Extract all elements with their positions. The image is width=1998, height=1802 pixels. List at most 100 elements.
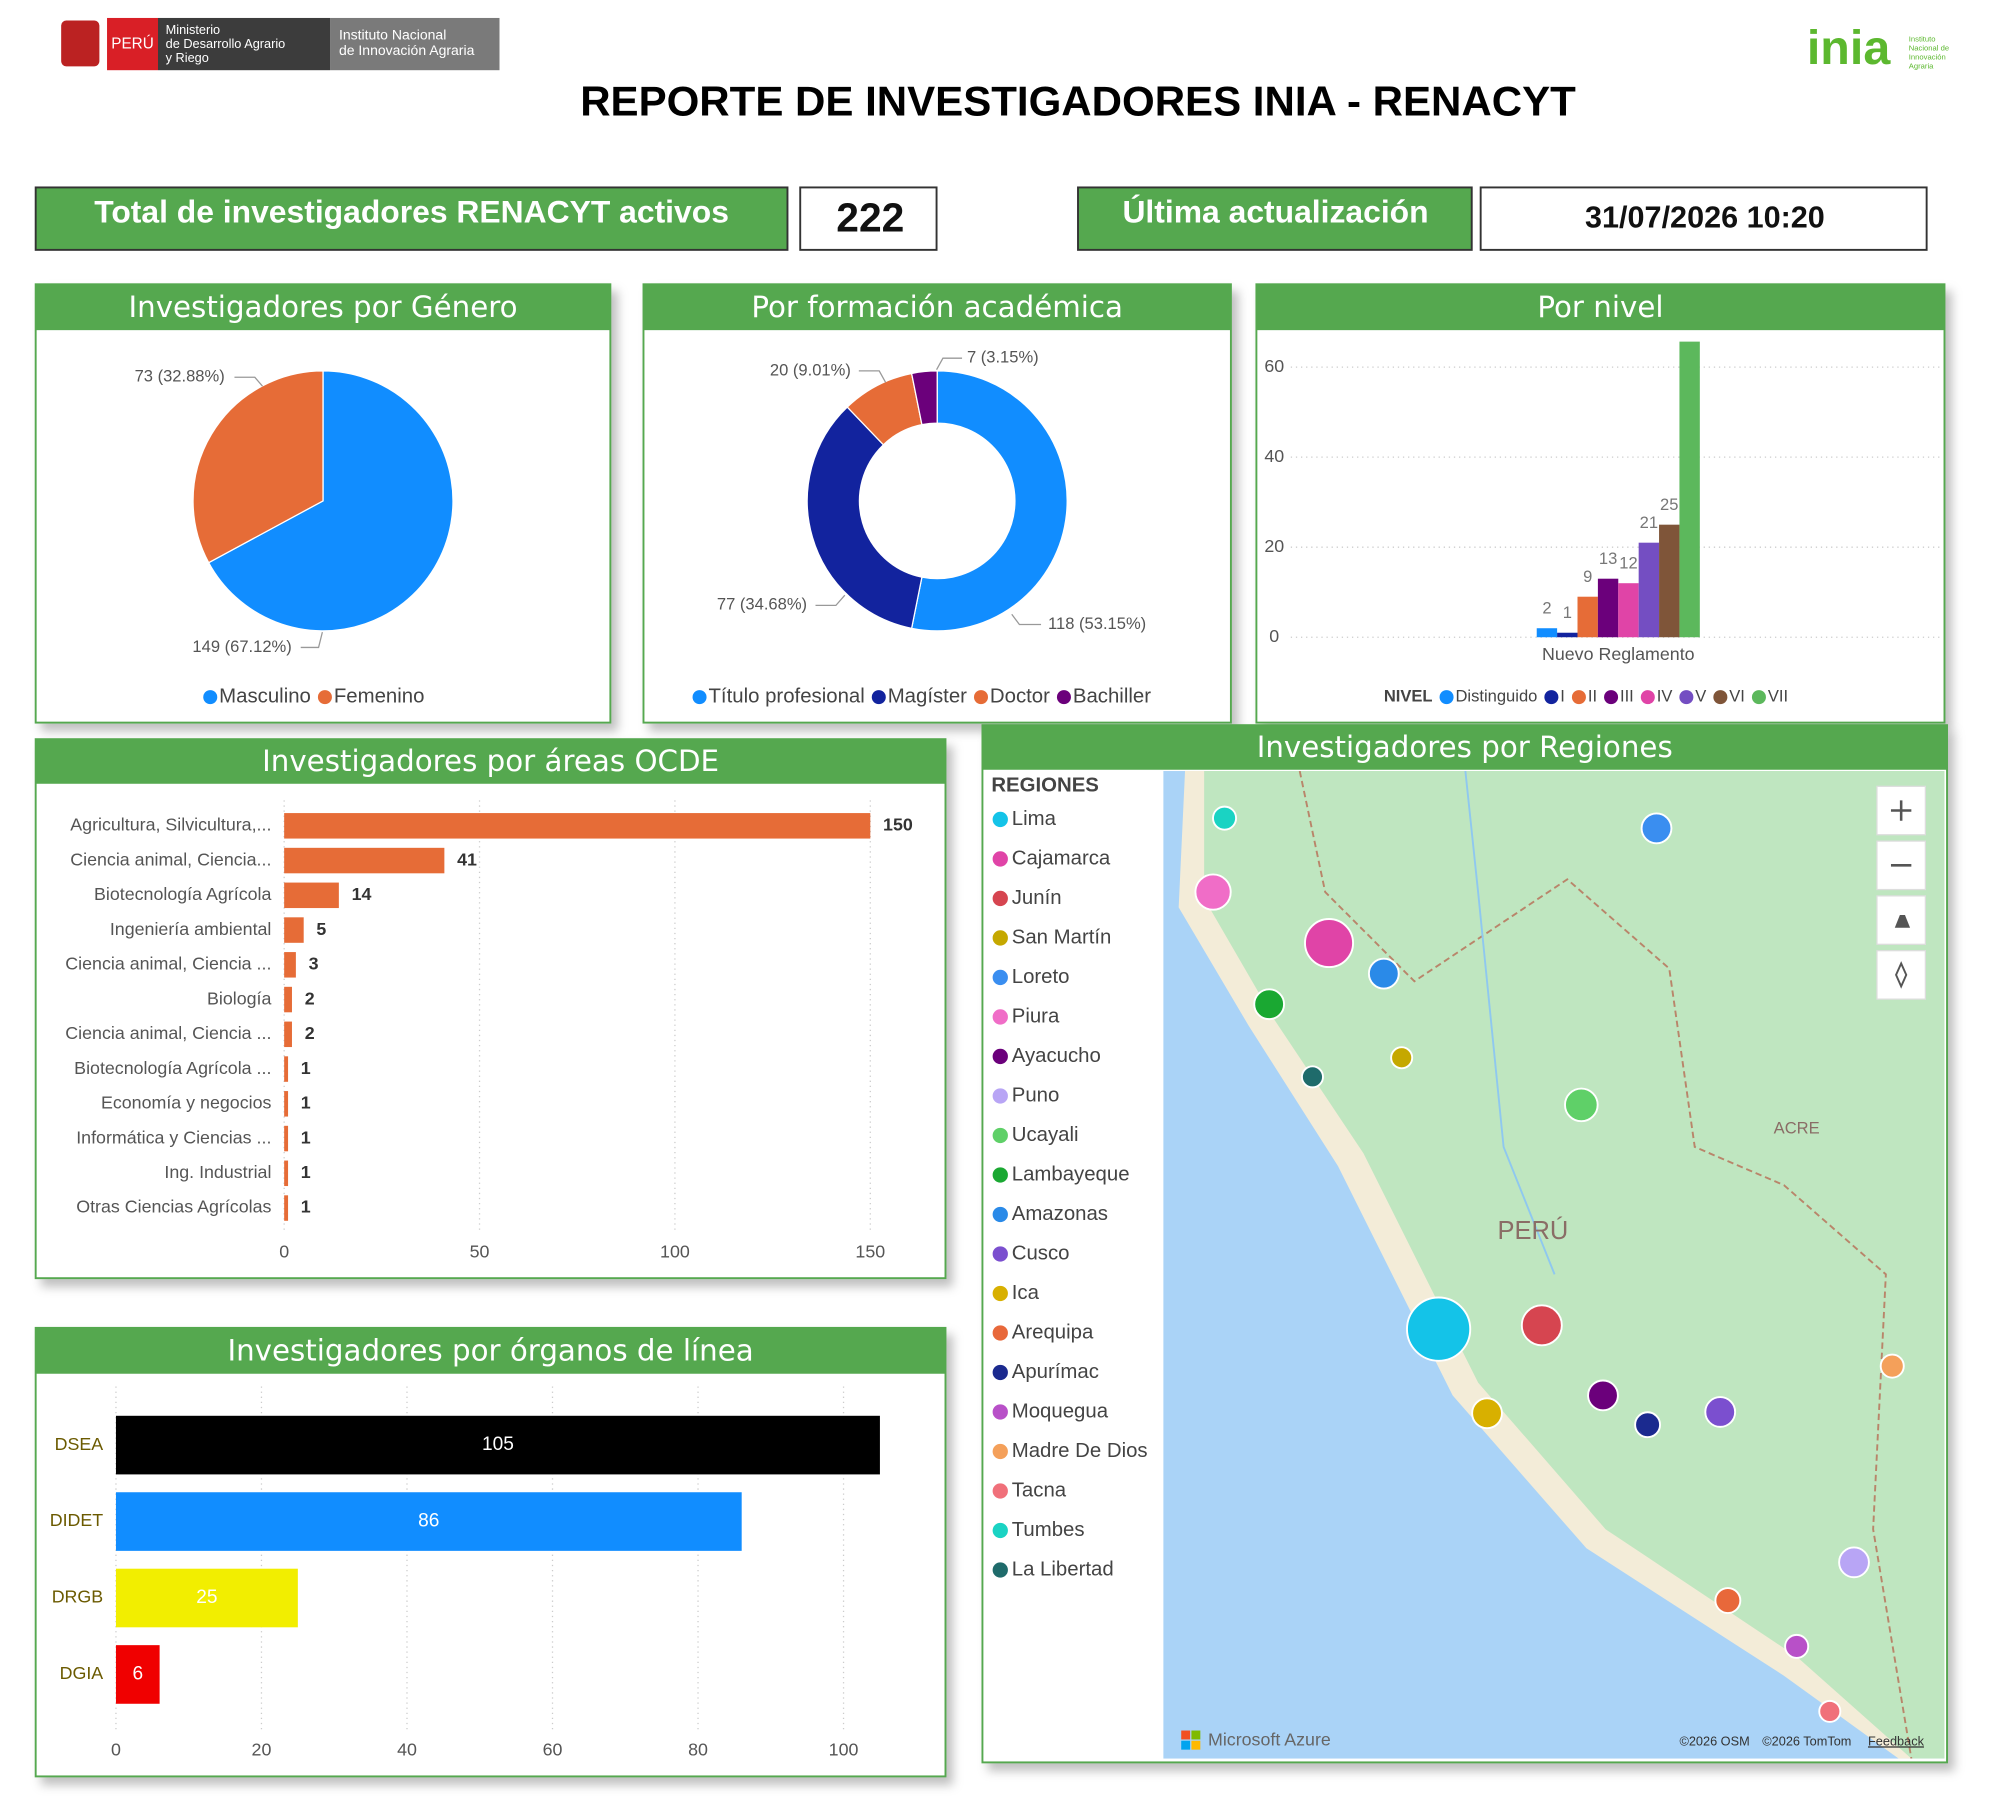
attribution: ©2026 TomTom <box>1762 1733 1851 1748</box>
y-tick-label: DRGB <box>52 1587 104 1607</box>
legend-label: Arequipa <box>1012 1321 1094 1343</box>
panel-header <box>1256 284 1945 331</box>
slice <box>910 370 938 426</box>
y-tick-label: DGIA <box>60 1663 104 1683</box>
legend-swatch <box>973 690 988 705</box>
legend-swatch <box>1571 690 1586 705</box>
y-tick-label: Biotecnología Agrícola <box>94 884 271 904</box>
bar <box>115 1492 742 1551</box>
bar <box>1659 524 1680 638</box>
feedback-link[interactable]: Feedback <box>1868 1733 1925 1748</box>
region-bubble <box>1304 918 1355 969</box>
data-label: 2 <box>1542 598 1551 617</box>
bar <box>1577 596 1598 638</box>
legend-label: Cusco <box>1012 1242 1070 1264</box>
region-bubble <box>1640 812 1673 845</box>
data-label: 25 <box>196 1587 217 1608</box>
legend-swatch <box>992 1443 1008 1460</box>
legend-swatch <box>992 1325 1008 1341</box>
legend-label: Loreto <box>1012 966 1070 988</box>
legend-swatch <box>871 690 886 705</box>
data-label: 1 <box>301 1197 311 1217</box>
panel-title: Investigadores por órganos de línea <box>227 1334 753 1368</box>
region-bubble <box>1253 988 1286 1021</box>
legend-label: Tumbes <box>1012 1519 1085 1541</box>
data-label: 105 <box>482 1434 514 1455</box>
logo-gray <box>330 17 500 71</box>
legend-label: Lima <box>1012 808 1057 830</box>
legend-label: III <box>1620 686 1634 705</box>
region-bubble <box>1406 1296 1472 1362</box>
data-label: 73 (32.88%) <box>135 367 225 386</box>
bar <box>1557 632 1578 638</box>
legend-label: VII <box>1768 686 1788 705</box>
data-label: 5 <box>316 919 326 939</box>
region-bubble <box>1194 873 1232 911</box>
legend-label: Bachiller <box>1073 686 1151 708</box>
data-label: 6 <box>132 1664 143 1685</box>
panel-header <box>35 1327 946 1374</box>
logo-red <box>107 17 159 71</box>
institute-line: Instituto Nacional <box>339 26 446 42</box>
bar <box>284 1021 292 1048</box>
kpi-label-box <box>1077 186 1473 251</box>
y-tick-label: 20 <box>1264 536 1284 556</box>
y-tick-label: Economía y negocios <box>101 1093 272 1113</box>
y-tick-label: Ciencia animal, Ciencia... <box>70 849 271 869</box>
x-tick-label: 100 <box>829 1740 859 1760</box>
legend-swatch <box>692 690 707 705</box>
legend-label: Ayacucho <box>1012 1045 1101 1067</box>
slice <box>207 370 454 632</box>
data-label: 1 <box>1563 603 1572 622</box>
data-label: 14 <box>352 884 372 904</box>
data-label: 149 (67.12%) <box>192 637 291 656</box>
panel <box>1255 283 1946 724</box>
leader-line <box>234 376 263 387</box>
panel <box>642 283 1232 724</box>
ms-logo <box>1181 1730 1191 1740</box>
legend-label: Magíster <box>888 686 967 708</box>
kpi-label: Total de investigadores RENACYT activos <box>94 194 729 230</box>
y-tick-label: Ing. Industrial <box>164 1162 271 1182</box>
region-bubble <box>1520 1304 1563 1347</box>
x-tick-label: 0 <box>279 1241 289 1261</box>
legend-label: Ucayali <box>1012 1124 1079 1146</box>
legend-swatch <box>992 1009 1008 1025</box>
legend-label: Moquegua <box>1012 1400 1109 1422</box>
region-bubble <box>1471 1397 1503 1430</box>
legend-swatch <box>992 1522 1008 1539</box>
region-bubble <box>1784 1633 1810 1659</box>
bar <box>284 986 292 1013</box>
legend-swatch <box>992 890 1008 907</box>
legend-swatch <box>1056 690 1071 705</box>
slice <box>192 370 324 564</box>
rotate-button[interactable] <box>1876 950 1927 1000</box>
legend-swatch <box>992 1483 1008 1499</box>
x-tick-label: 60 <box>543 1740 563 1760</box>
inia-logo-text: Agraria <box>1909 61 1934 70</box>
y-tick-label: Biología <box>207 988 272 1008</box>
attribution: ©2026 OSM <box>1679 1733 1749 1748</box>
map-label: PERÚ <box>1498 1216 1569 1245</box>
region-bubble <box>1390 1046 1414 1070</box>
x-tick-label: 40 <box>397 1740 417 1760</box>
region-bubble <box>1300 1065 1324 1089</box>
y-tick-label: Informática y Ciencias ... <box>76 1127 271 1147</box>
legend-label: Femenino <box>334 686 425 708</box>
y-tick-label: Otras Ciencias Agrícolas <box>76 1197 271 1217</box>
y-tick-label: Ciencia animal, Ciencia ... <box>65 954 271 974</box>
bar <box>284 1056 289 1082</box>
x-tick-label: 20 <box>252 1740 272 1760</box>
legend-label: Piura <box>1012 1005 1060 1027</box>
data-label: 1 <box>301 1162 311 1182</box>
legend-swatch <box>992 1088 1008 1104</box>
panel-header <box>643 284 1231 331</box>
bar <box>115 1568 298 1628</box>
region-bubble <box>1367 957 1400 990</box>
institute-line: de Innovación Agraria <box>339 42 475 58</box>
bar <box>284 1195 289 1221</box>
inia-logo-text: Innovación <box>1909 52 1946 61</box>
region-bubble <box>1587 1379 1619 1412</box>
compass-icon <box>1895 961 1908 989</box>
data-label: 25 <box>1660 495 1678 514</box>
